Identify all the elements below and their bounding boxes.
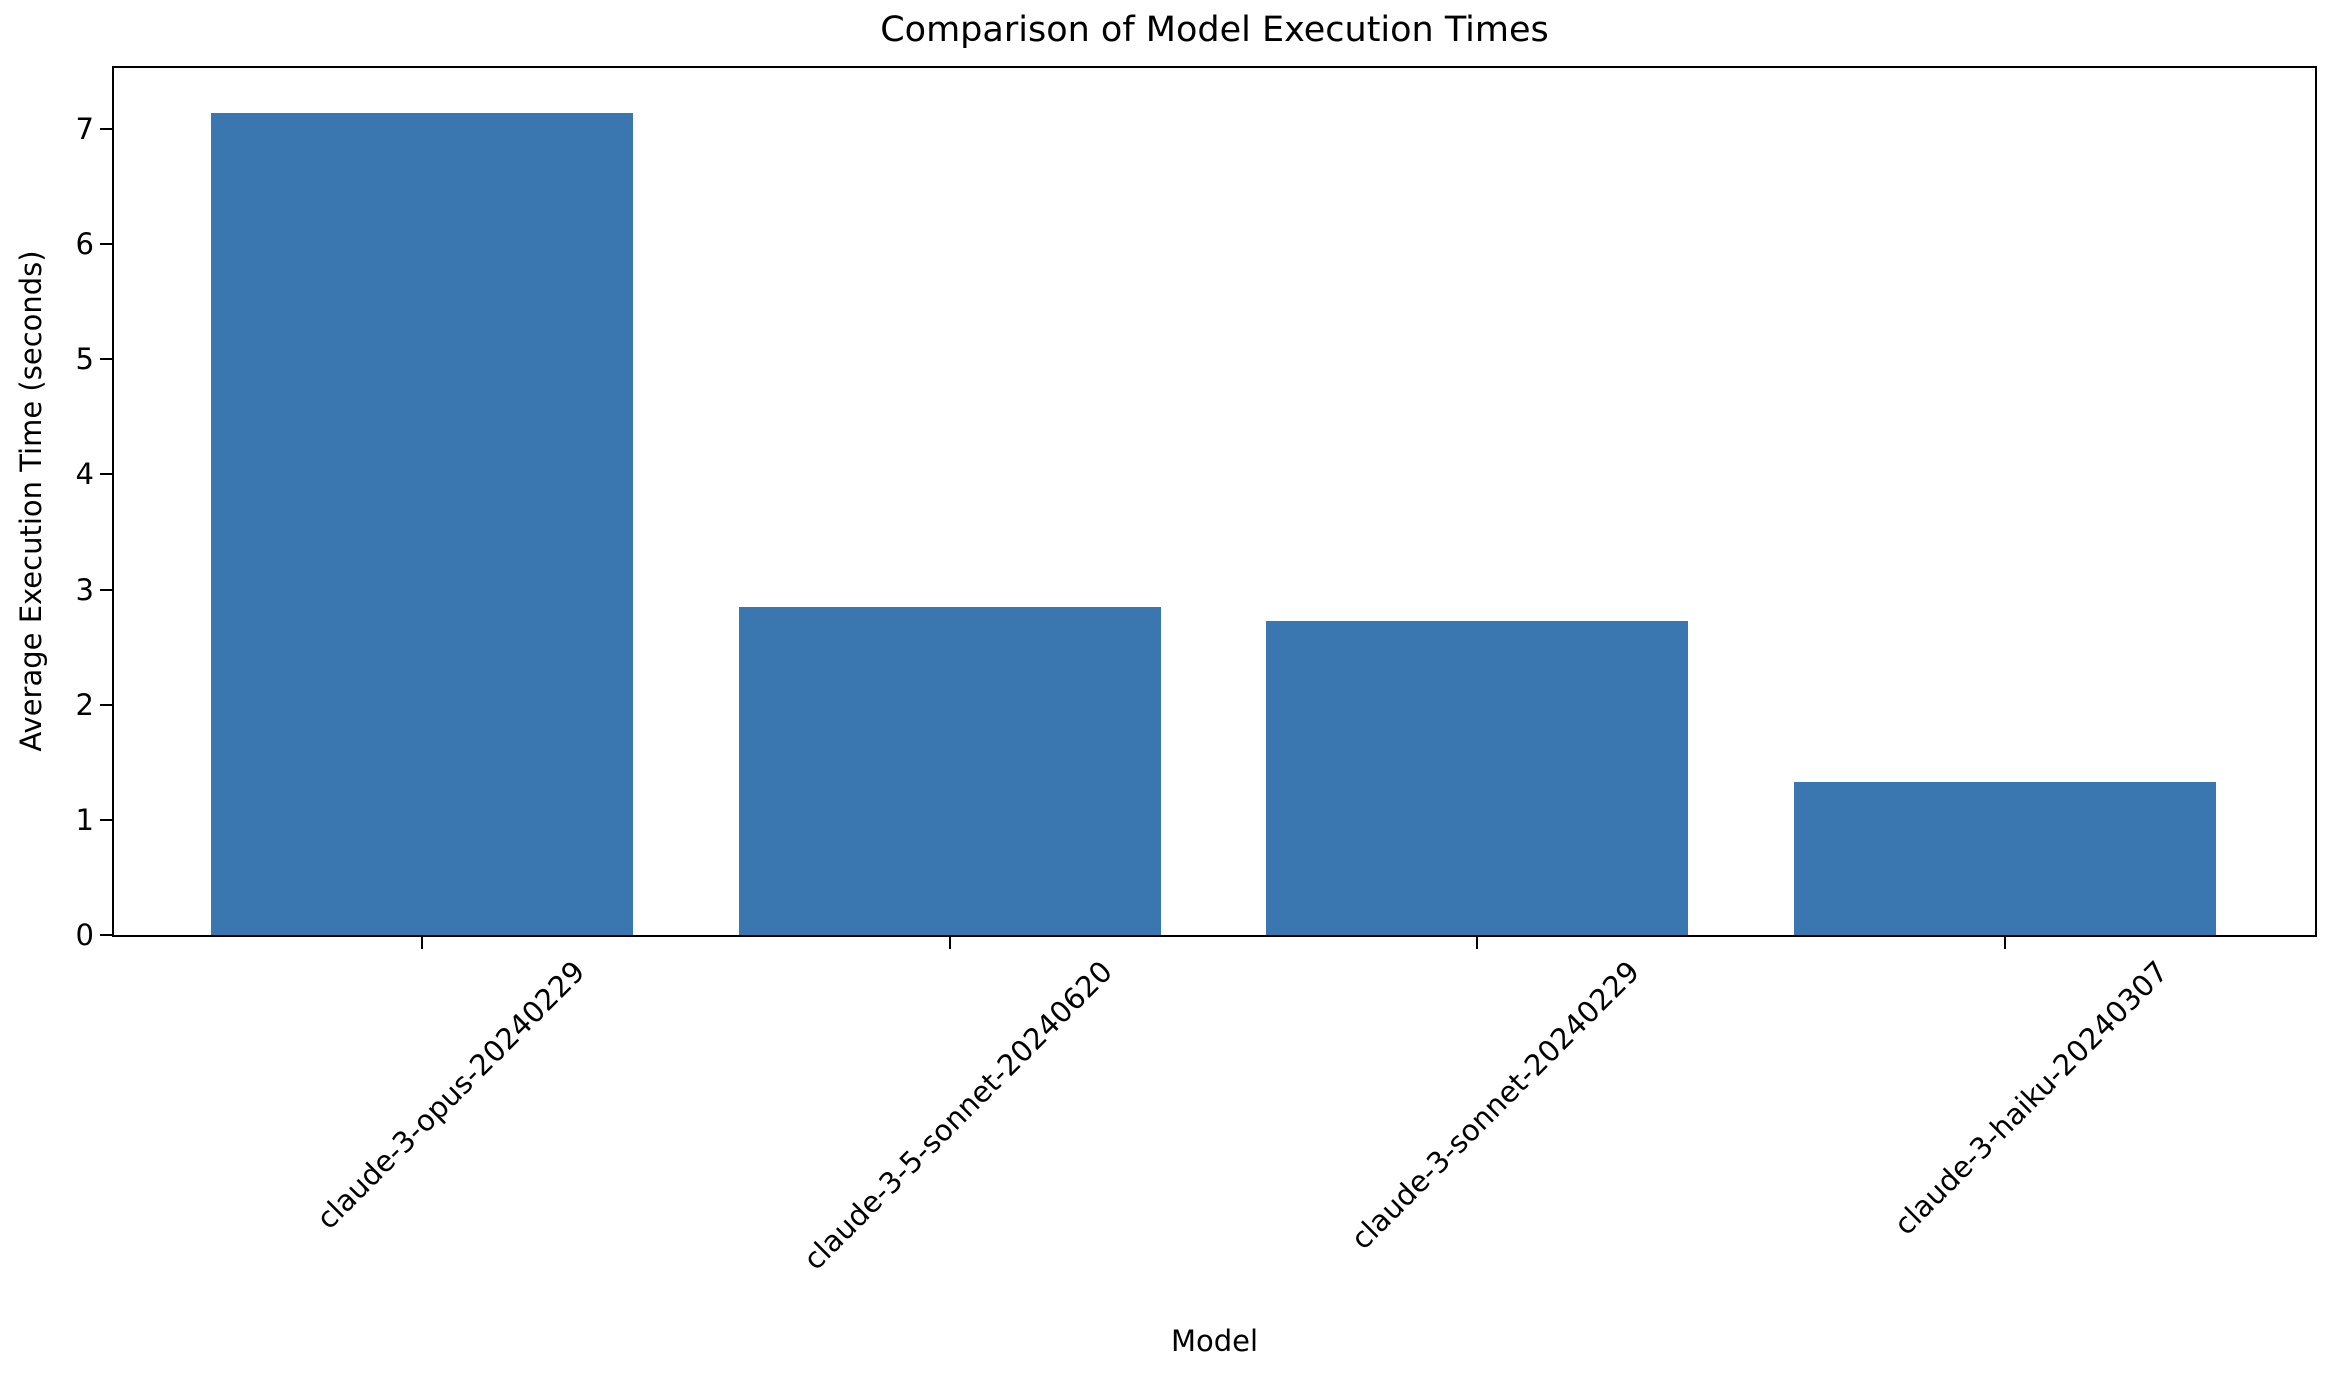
bar-claude-3-haiku-20240307 bbox=[1794, 782, 2216, 935]
plot-area bbox=[112, 66, 2317, 937]
x-tick-label: claude-3-sonnet-20240229 bbox=[1344, 954, 1647, 1257]
y-tick-label: 3 bbox=[75, 573, 94, 607]
x-tick-mark bbox=[2004, 937, 2006, 949]
y-tick-label: 5 bbox=[75, 342, 94, 376]
x-tick-label: claude-3-opus-20240229 bbox=[309, 954, 592, 1236]
y-tick-mark bbox=[100, 589, 112, 591]
y-axis-label: Average Execution Time (seconds) bbox=[14, 250, 48, 752]
x-tick-mark bbox=[421, 937, 423, 949]
y-tick-label: 1 bbox=[75, 803, 94, 837]
y-tick-mark bbox=[100, 473, 112, 475]
x-tick-label: claude-3-5-sonnet-20240620 bbox=[797, 954, 1120, 1277]
y-tick-label: 7 bbox=[75, 112, 94, 146]
y-tick-label: 6 bbox=[75, 227, 94, 261]
y-tick-mark bbox=[100, 704, 112, 706]
x-tick-mark bbox=[949, 937, 951, 949]
y-tick-mark bbox=[100, 358, 112, 360]
y-tick-mark bbox=[100, 128, 112, 130]
bar-claude-3-5-sonnet-20240620 bbox=[739, 607, 1161, 935]
x-tick-mark bbox=[1476, 937, 1478, 949]
y-tick-label: 0 bbox=[75, 918, 94, 952]
y-tick-label: 4 bbox=[75, 457, 94, 491]
y-tick-mark bbox=[100, 243, 112, 245]
y-tick-label: 2 bbox=[75, 688, 94, 722]
y-tick-mark bbox=[100, 934, 112, 936]
x-axis-label: Model bbox=[1170, 1324, 1259, 1358]
y-tick-mark bbox=[100, 819, 112, 821]
bar-claude-3-sonnet-20240229 bbox=[1266, 621, 1688, 935]
x-tick-label: claude-3-haiku-20240307 bbox=[1887, 954, 2175, 1242]
bar-claude-3-opus-20240229 bbox=[211, 113, 633, 935]
chart-title: Comparison of Model Execution Times bbox=[880, 10, 1549, 50]
